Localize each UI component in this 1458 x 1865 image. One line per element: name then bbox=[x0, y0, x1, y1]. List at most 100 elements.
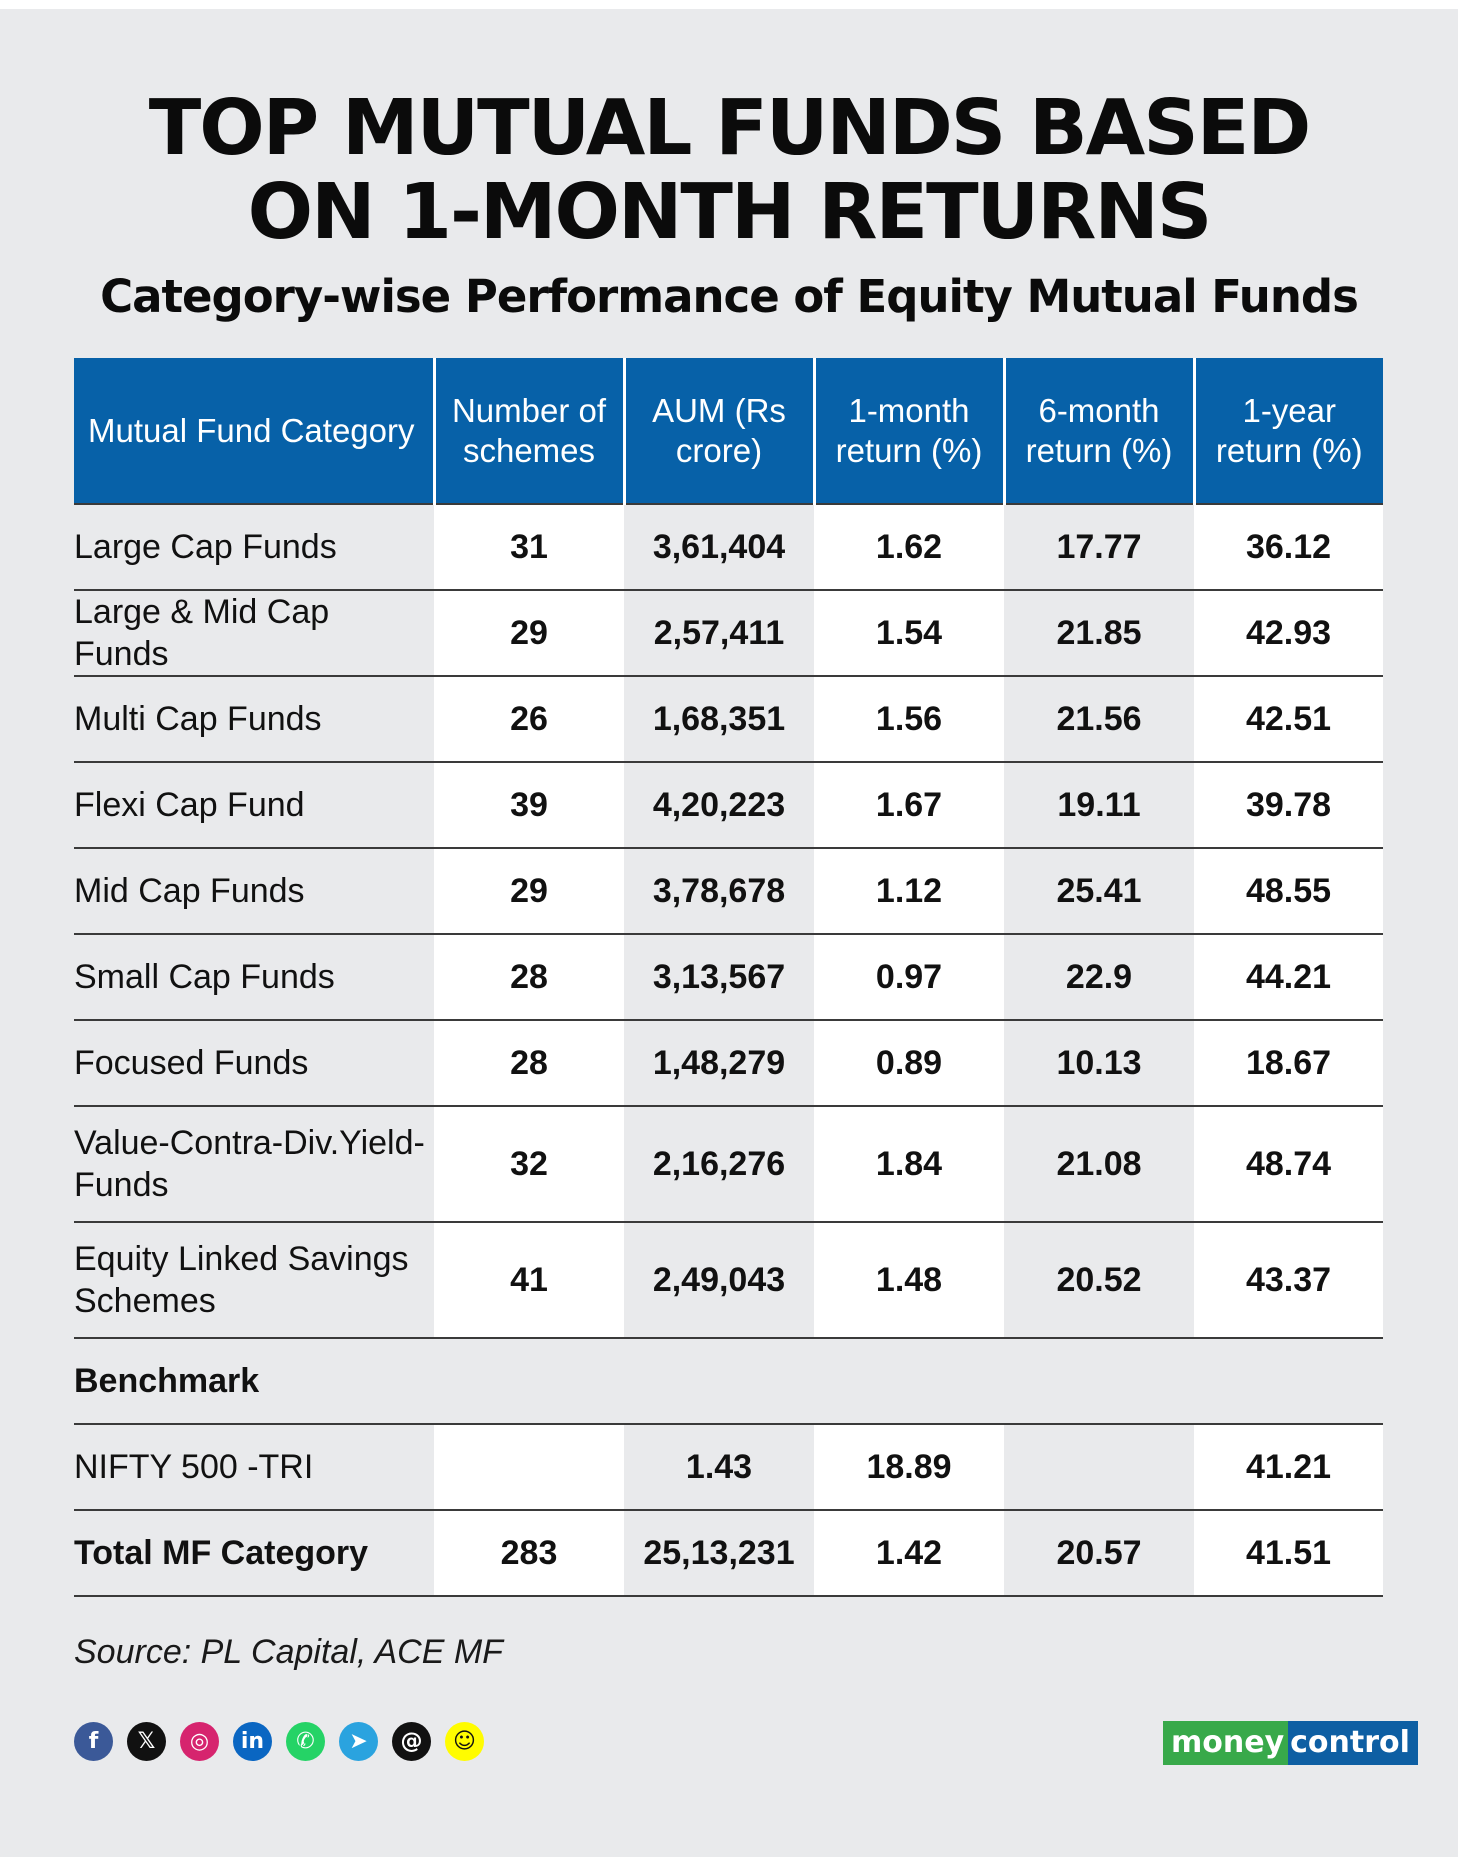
cell-6-month: 21.08 bbox=[1004, 1105, 1194, 1222]
cell-category: Total MF Category bbox=[74, 1509, 434, 1597]
cell-schemes: 29 bbox=[434, 847, 624, 934]
snapchat-icon[interactable]: ☺ bbox=[445, 1722, 484, 1761]
cell-6-month bbox=[1004, 1423, 1194, 1510]
cell-category: Multi Cap Funds bbox=[74, 675, 434, 762]
cell-1-year: 39.78 bbox=[1194, 761, 1383, 848]
cell-schemes: 283 bbox=[434, 1509, 624, 1597]
cell-1-month: 1.56 bbox=[814, 675, 1004, 762]
cell-category: Flexi Cap Fund bbox=[74, 761, 434, 848]
logo-part-control: control bbox=[1288, 1721, 1418, 1765]
cell-1-month: 0.89 bbox=[814, 1019, 1004, 1106]
whatsapp-icon[interactable]: ✆ bbox=[286, 1722, 325, 1761]
cell-1-year: 18.67 bbox=[1194, 1019, 1383, 1106]
fund-performance-table: Mutual Fund Category Number of schemes A… bbox=[74, 358, 1383, 1597]
cell-6-month: 10.13 bbox=[1004, 1019, 1194, 1106]
cell-schemes: 41 bbox=[434, 1221, 624, 1338]
cell-category: Equity Linked Savings Schemes bbox=[74, 1221, 434, 1338]
table-row: Total MF Category 283 25,13,231 1.42 20.57 41… bbox=[74, 1509, 1383, 1597]
cell-category: Value-Contra-Div.Yield-Funds bbox=[74, 1105, 434, 1222]
cell-1-month: 1.54 bbox=[814, 589, 1004, 676]
title-line-1: TOP MUTUAL FUNDS BASED bbox=[148, 84, 1312, 173]
cell-category: Focused Funds bbox=[74, 1019, 434, 1106]
cell-6-month: 17.77 bbox=[1004, 503, 1194, 590]
moneycontrol-logo: money control bbox=[1163, 1721, 1418, 1765]
threads-icon[interactable]: @ bbox=[392, 1722, 431, 1761]
x-icon[interactable]: 𝕏 bbox=[127, 1722, 166, 1761]
cell-schemes: 29 bbox=[434, 589, 624, 676]
table-row: NIFTY 500 -TRI 1.43 18.89 41.21 bbox=[74, 1423, 1383, 1510]
cell-1-month: 0.97 bbox=[814, 933, 1004, 1020]
cell-6-month: 20.57 bbox=[1004, 1509, 1194, 1597]
cell-1-month: 1.48 bbox=[814, 1221, 1004, 1338]
cell-aum: 3,78,678 bbox=[624, 847, 814, 934]
header-6-month: 6-month return (%) bbox=[1002, 358, 1194, 504]
cell-1-year: 42.51 bbox=[1194, 675, 1383, 762]
header-category: Mutual Fund Category bbox=[74, 358, 434, 504]
benchmark-label: Benchmark bbox=[74, 1337, 1383, 1424]
cell-6-month: 20.52 bbox=[1004, 1221, 1194, 1338]
cell-1-year: 43.37 bbox=[1194, 1221, 1383, 1338]
table-row: Equity Linked Savings Schemes 41 2,49,043 1… bbox=[74, 1221, 1383, 1338]
table-header-row: Mutual Fund Category Number of schemes A… bbox=[74, 358, 1383, 504]
cell-aum: 1,48,279 bbox=[624, 1019, 814, 1106]
table-row: Small Cap Funds 28 3,13,567 0.97 22.9 44.21 bbox=[74, 933, 1383, 1020]
cell-1-month: 1.42 bbox=[814, 1509, 1004, 1597]
cell-6-month: 21.85 bbox=[1004, 589, 1194, 676]
cell-schemes: 28 bbox=[434, 933, 624, 1020]
table-row: Large Cap Funds 31 3,61,404 1.62 17.77 36.12 bbox=[74, 503, 1383, 590]
cell-1-year: 48.55 bbox=[1194, 847, 1383, 934]
cell-1-month: 18.89 bbox=[814, 1423, 1004, 1510]
cell-1-month: 1.62 bbox=[814, 503, 1004, 590]
cell-aum: 4,20,223 bbox=[624, 761, 814, 848]
header-schemes: Number of schemes bbox=[432, 358, 624, 504]
cell-aum: 3,61,404 bbox=[624, 503, 814, 590]
cell-aum: 3,13,567 bbox=[624, 933, 814, 1020]
page-subtitle: Category-wise Performance of Equity Mutu… bbox=[100, 270, 1359, 323]
cell-aum: 2,49,043 bbox=[624, 1221, 814, 1338]
cell-aum: 1,68,351 bbox=[624, 675, 814, 762]
cell-schemes bbox=[434, 1423, 624, 1510]
cell-schemes: 28 bbox=[434, 1019, 624, 1106]
cell-6-month: 25.41 bbox=[1004, 847, 1194, 934]
table-row: Large & Mid Cap Funds 29 2,57,411 1.54 21.85… bbox=[74, 589, 1383, 676]
page-title: TOP MUTUAL FUNDS BASED ON 1-MONTH RETURN… bbox=[0, 87, 1458, 255]
social-links: f 𝕏 ◎ in ✆ ➤ @ ☺ bbox=[74, 1722, 484, 1761]
table-row: Flexi Cap Fund 39 4,20,223 1.67 19.11 39.78 bbox=[74, 761, 1383, 848]
table-row: Mid Cap Funds 29 3,78,678 1.12 25.41 48.55 bbox=[74, 847, 1383, 934]
cell-6-month: 21.56 bbox=[1004, 675, 1194, 762]
logo-part-money: money bbox=[1163, 1721, 1289, 1765]
header-aum: AUM (Rs crore) bbox=[622, 358, 814, 504]
instagram-icon[interactable]: ◎ bbox=[180, 1722, 219, 1761]
cell-1-month: 1.12 bbox=[814, 847, 1004, 934]
cell-category: Large & Mid Cap Funds bbox=[74, 589, 434, 676]
cell-1-month: 1.67 bbox=[814, 761, 1004, 848]
cell-category: Large Cap Funds bbox=[74, 503, 434, 590]
cell-1-year: 42.93 bbox=[1194, 589, 1383, 676]
cell-6-month: 22.9 bbox=[1004, 933, 1194, 1020]
cell-1-month: 1.84 bbox=[814, 1105, 1004, 1222]
cell-aum: 1.43 bbox=[624, 1423, 814, 1510]
facebook-icon[interactable]: f bbox=[74, 1722, 113, 1761]
title-line-2: ON 1-MONTH RETURNS bbox=[247, 168, 1213, 257]
header-1-year: 1-year return (%) bbox=[1192, 358, 1383, 504]
cell-schemes: 31 bbox=[434, 503, 624, 590]
cell-aum: 2,16,276 bbox=[624, 1105, 814, 1222]
cell-1-year: 41.51 bbox=[1194, 1509, 1383, 1597]
cell-category: Small Cap Funds bbox=[74, 933, 434, 1020]
linkedin-icon[interactable]: in bbox=[233, 1722, 272, 1761]
cell-aum: 2,57,411 bbox=[624, 589, 814, 676]
cell-category: NIFTY 500 -TRI bbox=[74, 1423, 434, 1510]
table-row: Value-Contra-Div.Yield-Funds 32 2,16,276 1.… bbox=[74, 1105, 1383, 1222]
table-row: Multi Cap Funds 26 1,68,351 1.56 21.56 42.51 bbox=[74, 675, 1383, 762]
cell-1-year: 48.74 bbox=[1194, 1105, 1383, 1222]
cell-aum: 25,13,231 bbox=[624, 1509, 814, 1597]
infographic: TOP MUTUAL FUNDS BASED ON 1-MONTH RETURN… bbox=[0, 9, 1458, 1857]
cell-category: Mid Cap Funds bbox=[74, 847, 434, 934]
cell-schemes: 26 bbox=[434, 675, 624, 762]
source-note: Source: PL Capital, ACE MF bbox=[74, 1633, 503, 1671]
cell-6-month: 19.11 bbox=[1004, 761, 1194, 848]
benchmark-label-row: Benchmark bbox=[74, 1337, 1383, 1424]
cell-schemes: 39 bbox=[434, 761, 624, 848]
header-1-month: 1-month return (%) bbox=[812, 358, 1004, 504]
telegram-icon[interactable]: ➤ bbox=[339, 1722, 378, 1761]
